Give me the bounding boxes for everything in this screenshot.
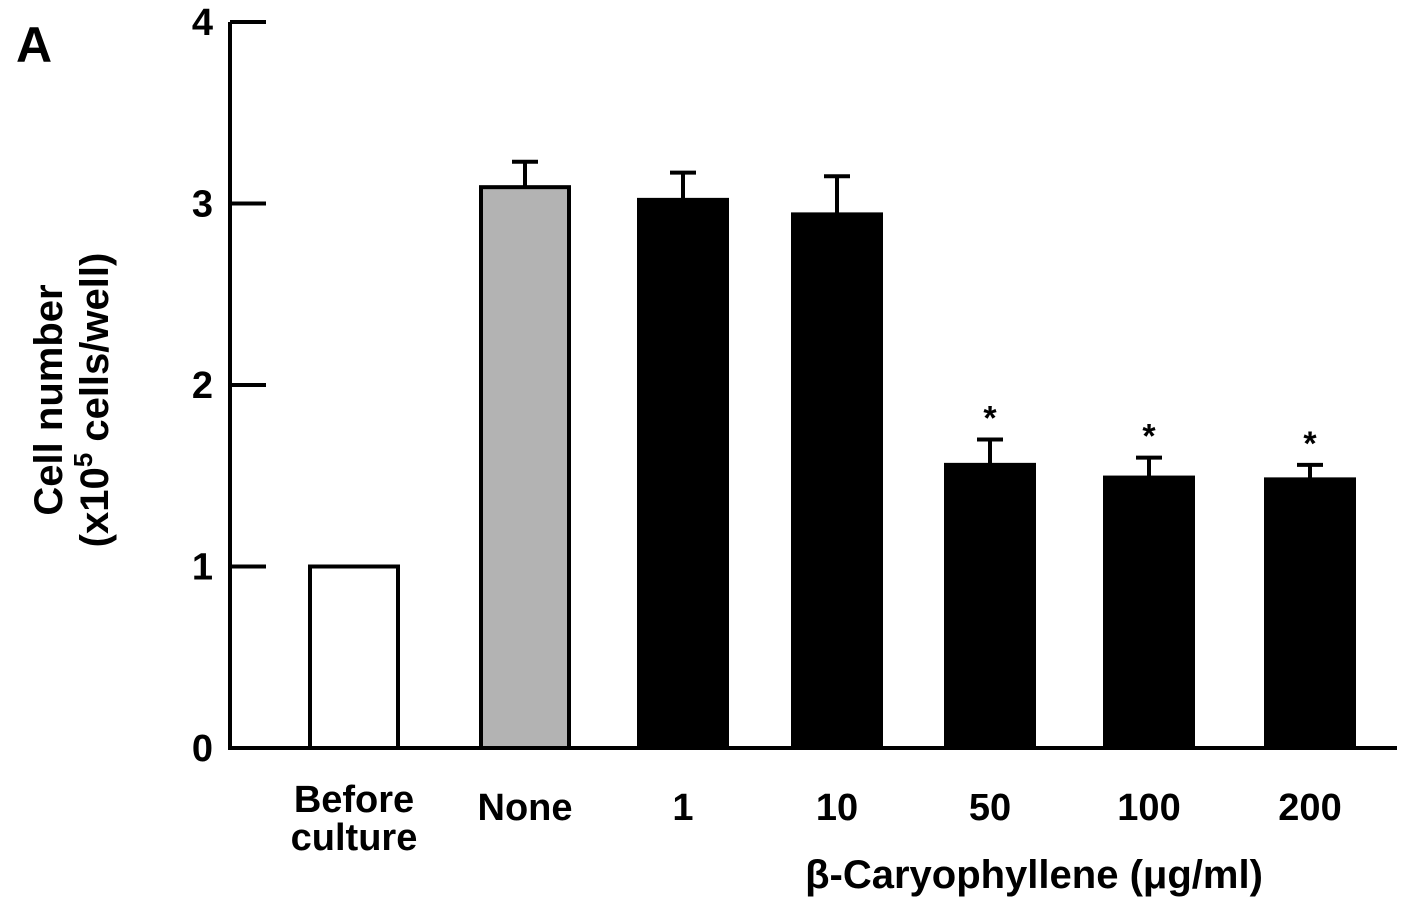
x-category-label-4: 50 <box>969 787 1011 829</box>
x-category-label-3: 10 <box>816 787 858 829</box>
y-tick-label-0: 0 <box>192 728 213 770</box>
bar-5 <box>1103 475 1195 750</box>
bar-3 <box>791 212 883 750</box>
y-tick-label-1: 1 <box>192 547 213 589</box>
bar-0 <box>308 564 400 750</box>
bar-2 <box>637 197 729 750</box>
y-tick-label-2: 2 <box>192 365 213 407</box>
bar-1 <box>479 185 571 751</box>
y-ticks: 0 1 2 3 4 <box>192 2 266 770</box>
x-category-labels: Before culture None 1 10 50 100 200 <box>291 779 1342 859</box>
y-axis-title: Cell number (x105 cells/well) <box>27 253 117 548</box>
bar-4 <box>944 462 1036 750</box>
y-axis-title-line2: (x105 cells/well) <box>68 253 117 548</box>
bar-6 <box>1264 477 1356 750</box>
panel-label: A <box>16 17 52 73</box>
x-category-label-1: None <box>478 787 573 829</box>
significance-mark-6: * <box>1303 425 1317 463</box>
bars: * * * <box>308 159 1356 751</box>
x-category-label-5: 100 <box>1117 787 1180 829</box>
x-category-label-6: 200 <box>1278 787 1341 829</box>
significance-mark-5: * <box>1142 418 1156 456</box>
x-category-label-2: 1 <box>672 787 693 829</box>
y-tick-label-3: 3 <box>192 184 213 226</box>
y-tick-label-4: 4 <box>192 2 213 44</box>
x-category-label-0: Before culture <box>291 779 418 859</box>
x-axis-title: β-Caryophyllene (μg/ml) <box>805 853 1263 897</box>
significance-mark-4: * <box>983 399 997 437</box>
y-axis-title-line1: Cell number <box>27 284 71 515</box>
